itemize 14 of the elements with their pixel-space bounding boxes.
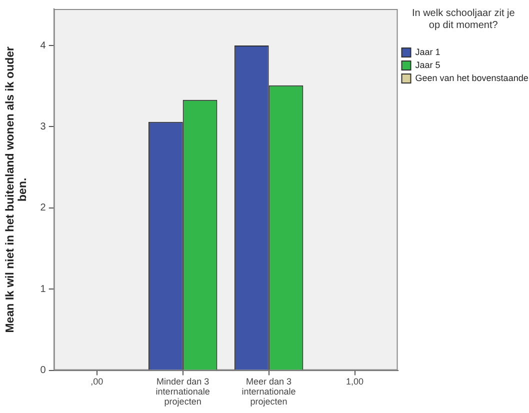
y-axis-title: Mean Ik wil niet in het buitenland wonen als ik ouder ben. bbox=[4, 46, 30, 333]
legend-title: In welk schooljaar zit je op dit moment? bbox=[412, 8, 516, 31]
x-tick-label: Meer dan 3 internationale projecten bbox=[242, 376, 296, 407]
legend-label: Jaar 1 bbox=[415, 46, 440, 57]
y-tick-label: 0 bbox=[40, 365, 46, 376]
y-tick-label: 2 bbox=[40, 202, 46, 214]
y-tick-label: 4 bbox=[40, 40, 46, 52]
x-tick-label: Minder dan 3 internationale projecten bbox=[156, 376, 210, 407]
x-tick-label: 1,00 bbox=[346, 376, 364, 387]
legend-label: Jaar 5 bbox=[415, 60, 440, 70]
y-tick-label: 1 bbox=[40, 284, 46, 295]
x-tick-label: ,00 bbox=[90, 376, 104, 387]
y-tick-label: 3 bbox=[40, 121, 46, 132]
legend-label: Geen van het bovenstaande bbox=[415, 72, 528, 83]
